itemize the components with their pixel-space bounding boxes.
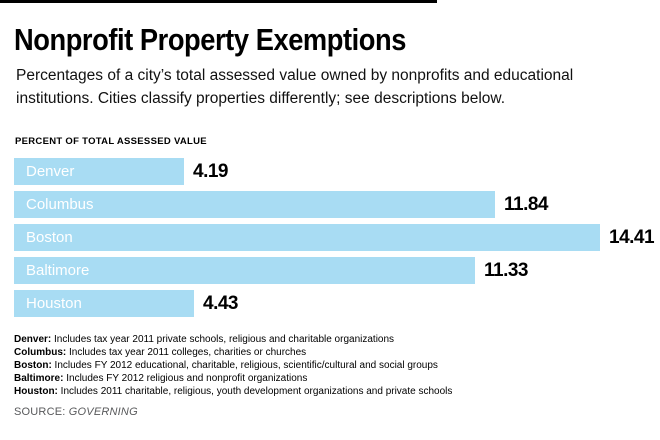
bar-value: 14.41: [609, 226, 655, 248]
source-label: SOURCE:: [14, 406, 66, 418]
bar-boston: Boston: [14, 224, 600, 251]
bar-columbus: Columbus: [14, 191, 495, 218]
footnote-line: Boston: Includes FY 2012 educational, ch…: [14, 360, 438, 371]
bar-value: 11.84: [504, 193, 549, 215]
bar-value: 4.19: [193, 160, 228, 182]
bar-label: Houston: [26, 295, 82, 312]
bar-chart: Denver 4.19 Columbus 11.84 Boston 14.41 Baltim…: [14, 158, 655, 323]
bar-value: 11.33: [484, 259, 529, 281]
bar-houston: Houston: [14, 290, 194, 317]
footnote-line: Denver: Includes tax year 2011 private s…: [14, 334, 395, 345]
bar-label: Boston: [26, 229, 73, 246]
page-title: Nonprofit Property Exemptions: [14, 22, 406, 57]
bar-value: 4.43: [203, 292, 238, 314]
bar-label: Columbus: [26, 196, 94, 213]
footnotes: Denver: Includes tax year 2011 private s…: [14, 333, 650, 398]
bar-row: Columbus 11.84: [14, 191, 654, 218]
footnote-city: Columbus:: [14, 347, 67, 358]
bar-row: Houston 4.43: [14, 290, 654, 317]
bar-row: Denver 4.19: [14, 158, 654, 185]
bar-label: Baltimore: [26, 262, 90, 279]
bar-label: Denver: [26, 163, 75, 180]
bar-baltimore: Baltimore: [14, 257, 475, 284]
chart-subtitle: Percentages of a city’s total assessed v…: [16, 67, 574, 107]
footnote-line: Baltimore: Includes FY 2012 religious an…: [14, 373, 308, 384]
footnote-line: Houston: Includes 2011 charitable, relig…: [14, 386, 453, 397]
footnote-city: Denver:: [14, 334, 52, 345]
footnote-line: Columbus: Includes tax year 2011 college…: [14, 347, 307, 358]
bar-row: Baltimore 11.33: [14, 257, 654, 284]
footnote-city: Baltimore:: [14, 373, 64, 384]
footnote-city: Boston:: [14, 360, 52, 371]
bar-row: Boston 14.41: [14, 224, 655, 251]
axis-label: PERCENT OF TOTAL ASSESSED VALUE: [15, 136, 207, 147]
bar-denver: Denver: [14, 158, 184, 185]
top-rule: [0, 0, 437, 3]
source-name: GOVERNING: [68, 406, 138, 418]
source-line: SOURCE: GOVERNING: [14, 406, 138, 418]
footnote-city: Houston:: [14, 386, 58, 397]
